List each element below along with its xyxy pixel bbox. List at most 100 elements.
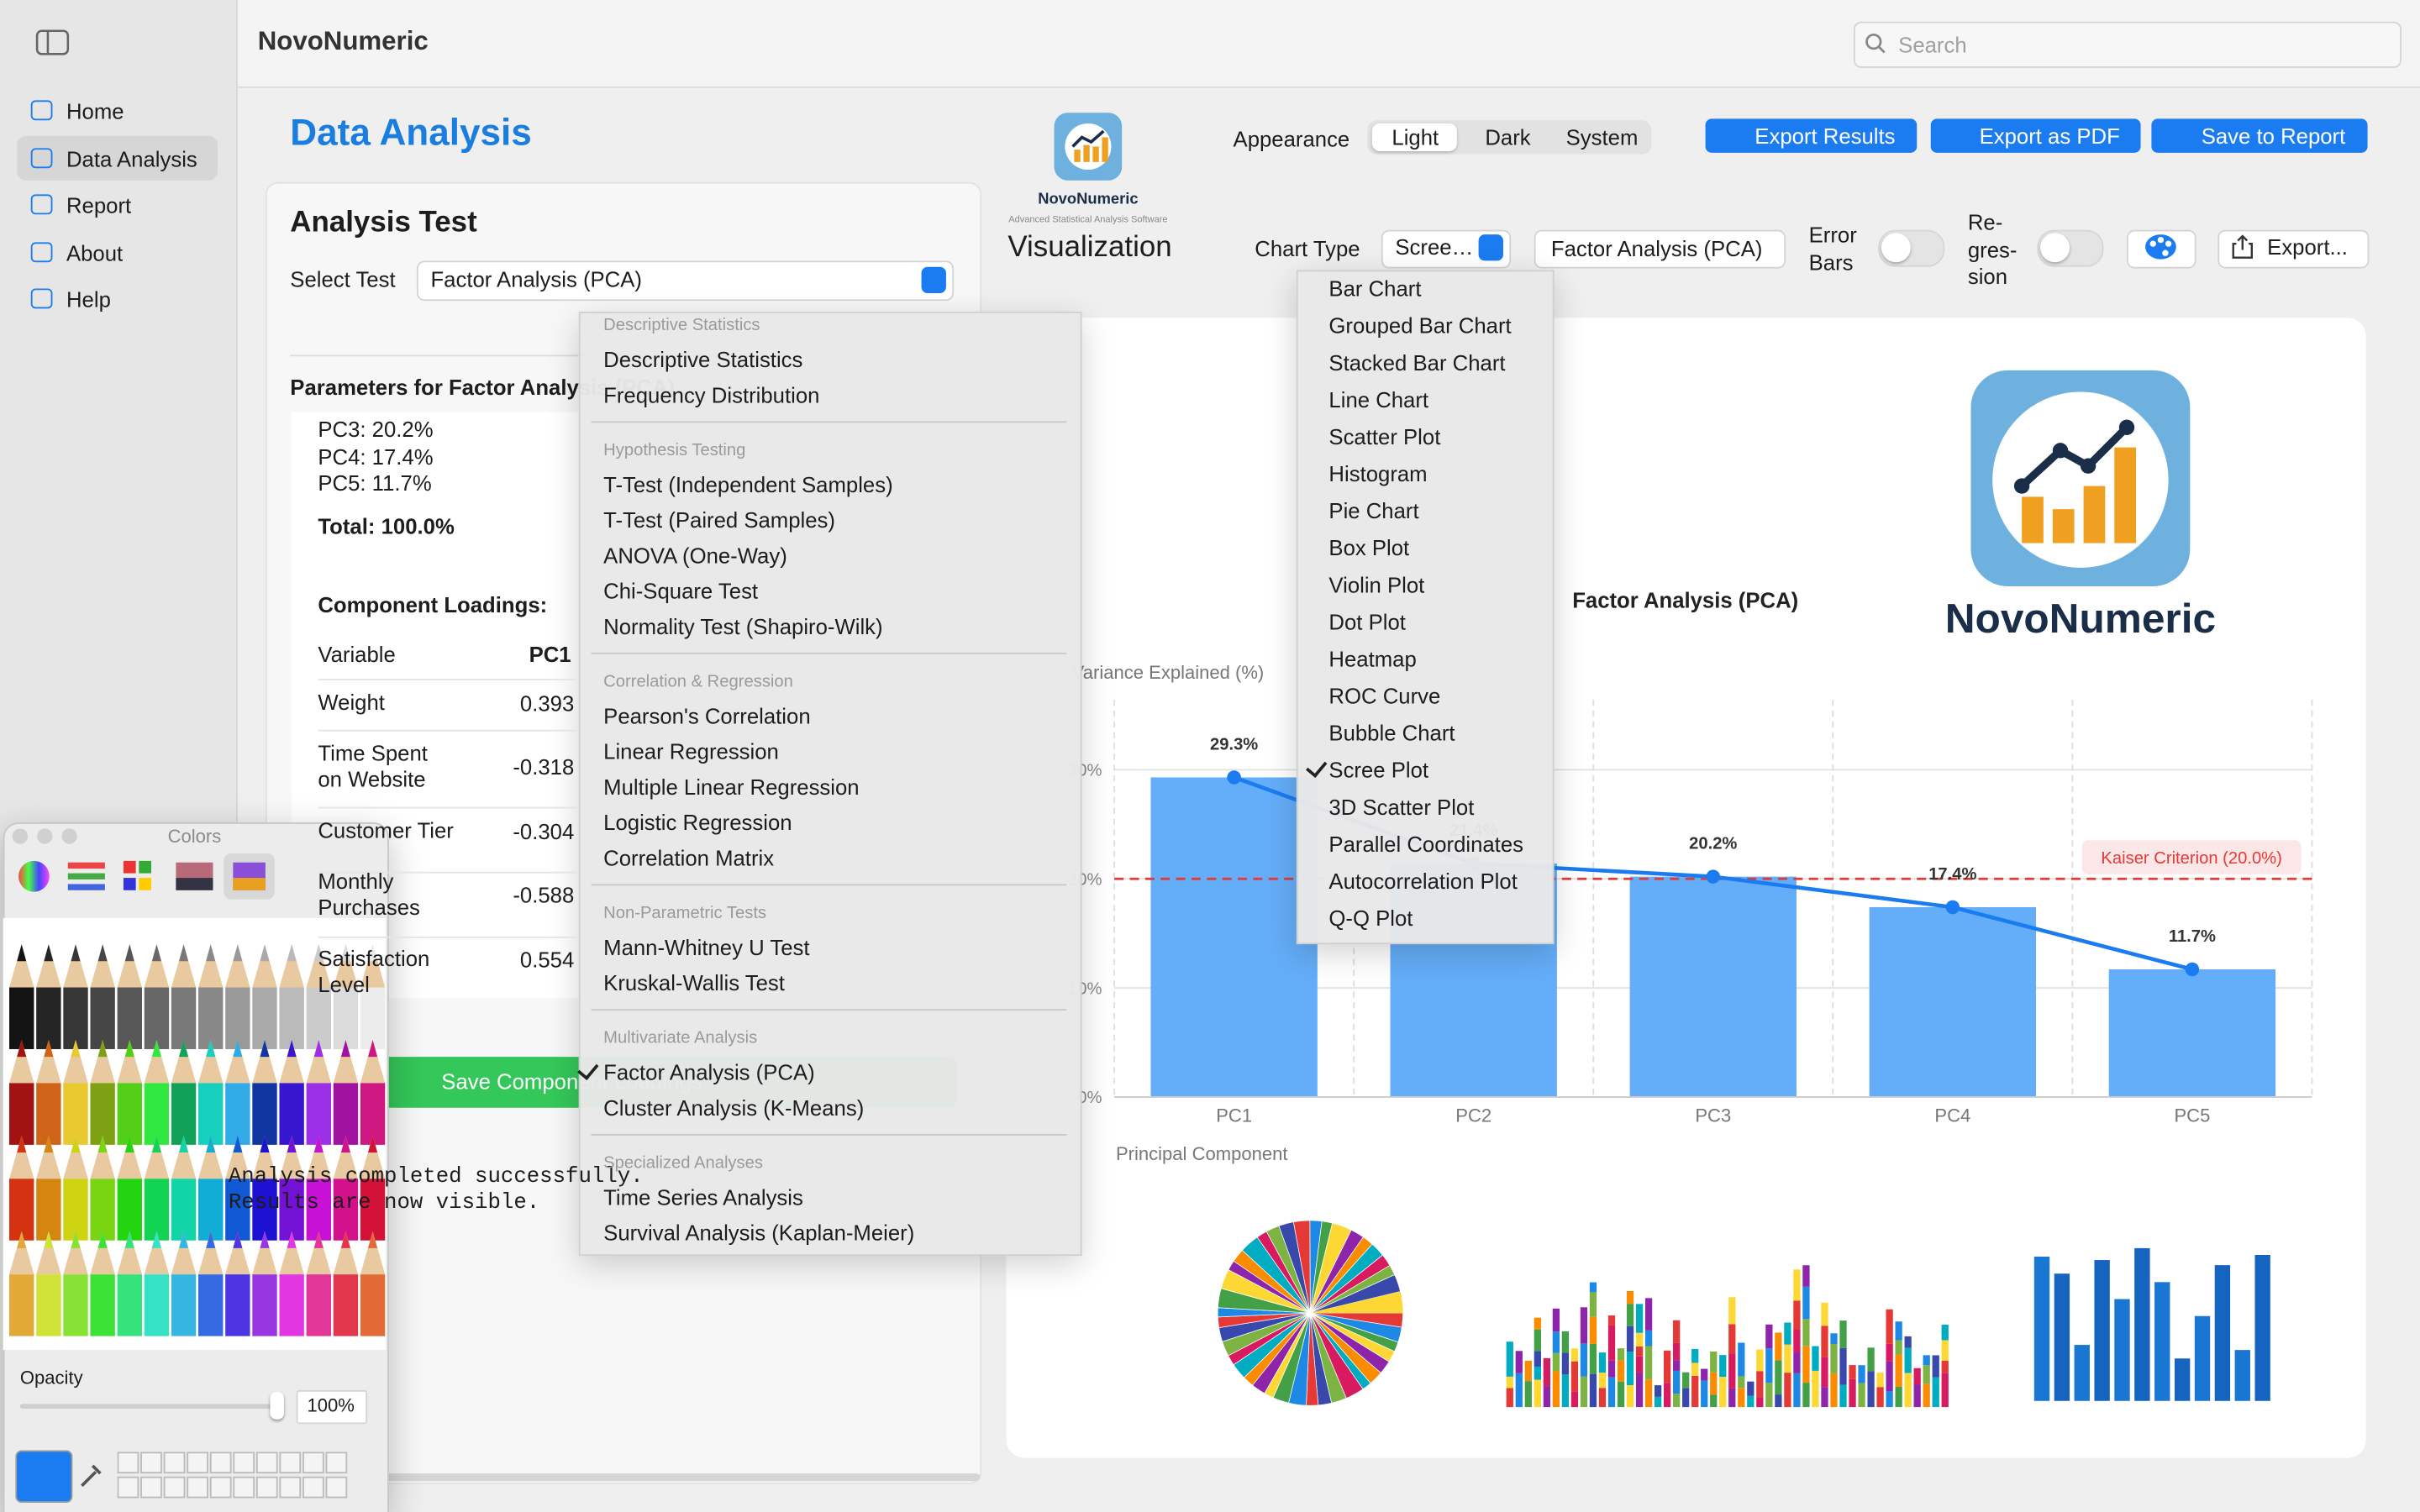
thumb-bar <box>1784 1344 1791 1373</box>
menu-item[interactable]: Scree Plot <box>1328 757 1429 783</box>
thumb-bar <box>1626 1352 1634 1385</box>
scree-point <box>1706 869 1721 884</box>
pencil-lead <box>206 1231 216 1248</box>
menu-item[interactable]: Line Chart <box>1328 387 1429 412</box>
logo-text: NovoNumeric <box>1945 595 2216 642</box>
menu-item[interactable]: Heatmap <box>1328 646 1417 671</box>
menu-item[interactable]: Parallel Coordinates <box>1328 832 1524 857</box>
menu-item[interactable]: Time Series Analysis <box>603 1184 803 1210</box>
share-icon <box>2232 234 2253 259</box>
search-field[interactable] <box>1853 21 2402 68</box>
pencil-tip <box>225 944 250 988</box>
sidebar-item[interactable]: Home <box>66 98 124 123</box>
menu-item[interactable]: ROC Curve <box>1328 683 1441 709</box>
pencil-lead <box>97 1135 108 1153</box>
swatch-grid[interactable] <box>117 1452 352 1501</box>
swatch <box>255 1452 278 1474</box>
pencils[interactable] <box>3 918 387 1350</box>
menu-item[interactable]: Descriptive Statistics <box>603 347 803 372</box>
pencil-lead <box>233 1039 243 1058</box>
appearance-option[interactable]: Light <box>1392 124 1439 150</box>
pencil-lead <box>151 944 161 962</box>
thumb-bar <box>1635 1304 1644 1333</box>
sidebar-icon <box>30 288 53 309</box>
header-button[interactable]: Export Results <box>1705 118 1918 153</box>
test-display[interactable] <box>1534 229 1786 269</box>
pencil-lead <box>97 944 108 962</box>
header-button[interactable]: Export as PDF <box>1930 118 2141 153</box>
pencil-tip <box>360 1039 386 1084</box>
toggle-knob <box>2040 233 2070 263</box>
menu-item[interactable]: Multiple Linear Regression <box>603 774 860 800</box>
menu-item[interactable]: ANOVA (One-Way) <box>603 543 787 568</box>
menu-item[interactable]: Bubble Chart <box>1328 720 1455 746</box>
thumb-bar <box>2234 1350 2250 1401</box>
opacity-field[interactable] <box>296 1389 368 1425</box>
menu-item[interactable]: Dot Plot <box>1328 609 1406 634</box>
header-button[interactable]: Save to Report <box>2151 118 2368 153</box>
thumb-bar <box>1728 1324 1736 1354</box>
appearance-option[interactable]: Dark <box>1485 124 1531 150</box>
menu-item[interactable]: Grouped Bar Chart <box>1328 312 1512 339</box>
thumb-bar <box>1598 1388 1607 1408</box>
pencil-lead <box>260 1135 270 1153</box>
logo-line <box>2019 424 2130 489</box>
menu-item[interactable]: Autocorrelation Plot <box>1328 869 1518 894</box>
test-select[interactable] <box>416 260 955 302</box>
menu-item[interactable]: T-Test (Independent Samples) <box>603 472 893 497</box>
thumb-bar <box>1644 1298 1653 1331</box>
swatch <box>140 1452 162 1474</box>
thumb-bar <box>1570 1391 1579 1408</box>
sidebar-item[interactable]: Report <box>66 192 132 218</box>
menu-item[interactable]: Chi-Square Test <box>603 578 759 604</box>
menu-item[interactable]: Bar Chart <box>1328 276 1422 302</box>
pencil-body <box>279 1083 304 1145</box>
menu-item[interactable]: T-Test (Paired Samples) <box>603 507 835 533</box>
opacity-slider[interactable] <box>19 1404 280 1409</box>
menu-item[interactable]: Box Plot <box>1328 535 1410 560</box>
pencil-tip <box>144 1135 170 1179</box>
menu-item[interactable]: Normality Test (Shapiro-Wilk) <box>603 614 883 639</box>
appearance-option[interactable]: System <box>1565 124 1639 150</box>
thumb-bar <box>1923 1383 1930 1408</box>
pencil-body <box>171 1179 197 1241</box>
logo-dot <box>2052 443 2069 459</box>
pencil-tip <box>252 1135 277 1179</box>
menu-item[interactable]: Q-Q Plot <box>1328 906 1413 931</box>
menu-item[interactable]: 3D Scatter Plot <box>1328 794 1475 820</box>
pencil-lead <box>206 1039 216 1058</box>
menu-item[interactable]: Pearson's Correlation <box>603 703 811 728</box>
sidebar-item[interactable]: Help <box>66 286 111 312</box>
pencil-body <box>144 1179 170 1241</box>
menu-item[interactable]: Kruskal-Wallis Test <box>603 970 785 995</box>
status-line: Analysis completed successfully. <box>228 1164 644 1190</box>
menu-item[interactable]: Correlation Matrix <box>603 845 775 870</box>
menu-item[interactable]: Frequency Distribution <box>603 382 820 407</box>
window-controls[interactable] <box>11 827 82 845</box>
menu-item[interactable]: Cluster Analysis (K-Means) <box>603 1095 865 1121</box>
menu-item[interactable]: Scatter Plot <box>1328 424 1441 449</box>
thumb-bar <box>1728 1388 1736 1408</box>
menu-item[interactable]: Histogram <box>1328 461 1428 486</box>
menu-item[interactable]: Pie Chart <box>1328 498 1419 523</box>
pencil-body <box>144 1083 170 1145</box>
colors-toolbar[interactable] <box>13 853 282 900</box>
menu-item[interactable]: Linear Regression <box>603 738 779 764</box>
thumb-bar <box>1886 1361 1893 1392</box>
eyedropper[interactable] <box>77 1460 105 1491</box>
pencil-tip <box>360 944 386 988</box>
current-color[interactable] <box>15 1450 73 1503</box>
thumb-bar <box>1524 1381 1532 1408</box>
menu-item[interactable]: Mann-Whitney U Test <box>603 935 810 960</box>
menu-item[interactable]: Survival Analysis (Kaplan-Meier) <box>603 1220 915 1246</box>
thumb-bar <box>1701 1380 1708 1408</box>
sidebar-toggle-icon[interactable] <box>35 29 70 55</box>
sidebar-item[interactable]: Data Analysis <box>66 145 197 171</box>
menu-item[interactable]: Stacked Bar Chart <box>1328 349 1506 375</box>
menu-item[interactable]: Logistic Regression <box>603 810 792 835</box>
menu-item[interactable]: Violin Plot <box>1328 572 1425 597</box>
pencil-tip <box>90 1135 115 1179</box>
menu-item[interactable]: Factor Analysis (PCA) <box>603 1059 815 1085</box>
sidebar-item[interactable]: About <box>66 239 124 265</box>
thumb-bar <box>1913 1384 1921 1408</box>
